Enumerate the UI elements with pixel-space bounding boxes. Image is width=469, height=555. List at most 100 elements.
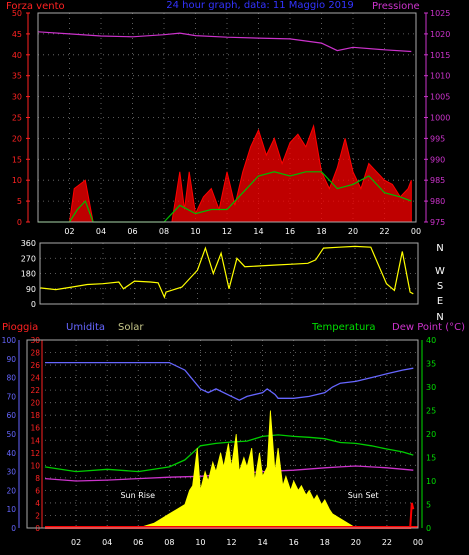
compass-label: S (437, 281, 443, 292)
solar-axis-label: Solar (118, 322, 144, 333)
series-pressure (37, 31, 412, 53)
humidity-tick-label: 10 (6, 505, 16, 514)
pressure-tick-label: 995 (430, 134, 445, 143)
direction-tick-label: 360 (21, 239, 36, 248)
humidity-tick-label: 80 (6, 374, 16, 383)
sunrise-label: Sun Rise (120, 491, 155, 500)
x-tick-label: 14 (257, 538, 267, 547)
rain-tick-label: 12 (30, 449, 40, 458)
temperature-tick-label: 20 (426, 430, 436, 439)
x-tick-label: 18 (316, 227, 326, 236)
wind-tick-label: 25 (12, 114, 22, 123)
rain-axis-label: Pioggia (2, 322, 38, 333)
rain-tick-label: 2 (35, 511, 40, 520)
temperature-tick-label: 25 (426, 407, 436, 416)
wind-tick-label: 35 (12, 72, 22, 81)
wind-tick-label: 20 (12, 134, 22, 143)
rain-tick-label: 20 (30, 399, 40, 408)
rain-tick-label: 4 (35, 499, 40, 508)
x-tick-label: 04 (102, 538, 112, 547)
x-tick-label: 02 (64, 227, 74, 236)
x-tick-label: 04 (96, 227, 106, 236)
wind-tick-label: 0 (17, 218, 22, 227)
wind-pressure-axes: 0510152025303540455097598098599099510001… (12, 9, 451, 236)
rain-tick-label: 10 (30, 461, 40, 470)
temperature-tick-label: 10 (426, 477, 436, 486)
climate-series (44, 361, 418, 529)
x-tick-label: 16 (289, 538, 299, 547)
temperature-tick-label: 5 (426, 501, 431, 510)
x-tick-label: 12 (226, 538, 236, 547)
humidity-tick-label: 90 (6, 355, 16, 364)
wind-pressure-panel: 24 hour graph, data: 11 Maggio 2019 Forz… (6, 0, 450, 236)
series-solar (138, 410, 358, 529)
rain-tick-label: 8 (35, 474, 40, 483)
pressure-tick-label: 980 (430, 197, 445, 206)
rain-tick-label: 22 (30, 386, 40, 395)
rain-tick-label: 28 (30, 349, 40, 358)
wind-direction-grid (40, 243, 418, 304)
pressure-tick-label: 1020 (430, 30, 450, 39)
x-tick-label: 02 (71, 538, 81, 547)
wind-tick-label: 50 (12, 9, 22, 18)
rain-tick-label: 14 (30, 436, 40, 445)
compass-label: N (436, 243, 443, 254)
x-tick-label: 10 (195, 538, 205, 547)
temperature-tick-label: 15 (426, 454, 436, 463)
temperature-axis-label: Temperatura (311, 322, 376, 333)
x-tick-label: 20 (351, 538, 361, 547)
x-tick-label: 00 (411, 227, 421, 236)
pressure-tick-label: 1005 (430, 93, 450, 102)
wind-tick-label: 15 (12, 155, 22, 164)
pressure-tick-label: 985 (430, 176, 445, 185)
humidity-tick-label: 0 (11, 524, 16, 533)
pressure-tick-label: 1010 (430, 72, 450, 81)
x-tick-label: 06 (133, 538, 143, 547)
climate-grid (45, 340, 418, 528)
humidity-tick-label: 100 (2, 336, 17, 345)
sunset-label: Sun Set (348, 491, 379, 500)
rain-tick-label: 6 (35, 486, 40, 495)
direction-tick-label: 180 (21, 270, 36, 279)
humidity-tick-label: 40 (6, 449, 16, 458)
humidity-tick-label: 30 (6, 468, 16, 477)
wind-tick-label: 5 (17, 197, 22, 206)
direction-tick-label: 270 (21, 254, 36, 263)
wind-tick-label: 30 (12, 93, 22, 102)
climate-panel: Pioggia Umidita Solar Temperatura Dew Po… (2, 322, 465, 547)
wind-axis-label: Forza vento (6, 1, 65, 12)
compass-label: W (435, 266, 445, 277)
pressure-tick-label: 975 (430, 218, 445, 227)
rain-tick-label: 16 (30, 424, 40, 433)
wind-tick-label: 40 (12, 51, 22, 60)
pressure-tick-label: 1000 (430, 114, 450, 123)
series-humidity (45, 361, 414, 401)
temperature-tick-label: 0 (426, 524, 431, 533)
climate-axes: 0246810121416182022242628300102030405060… (2, 336, 437, 547)
series-temperature (44, 434, 414, 473)
x-tick-label: 12 (222, 227, 232, 236)
dewpoint-axis-label: Dew Point (°C) (392, 322, 465, 333)
x-tick-label: 08 (164, 538, 174, 547)
series-wind-direction (39, 245, 414, 299)
pressure-axis-label: Pressione (372, 1, 420, 12)
x-tick-label: 08 (159, 227, 169, 236)
x-tick-label: 14 (253, 227, 263, 236)
climate-frame (26, 339, 419, 529)
temperature-tick-label: 40 (426, 336, 436, 345)
direction-tick-label: 90 (26, 285, 36, 294)
x-tick-label: 22 (379, 227, 389, 236)
direction-tick-label: 0 (31, 300, 36, 309)
rain-tick-label: 26 (30, 361, 40, 370)
rain-tick-label: 24 (30, 374, 40, 383)
wind-direction-frame (39, 242, 419, 305)
wind-tick-label: 10 (12, 176, 22, 185)
humidity-tick-label: 20 (6, 486, 16, 495)
temperature-tick-label: 35 (426, 360, 436, 369)
humidity-tick-label: 50 (6, 430, 16, 439)
x-tick-label: 20 (348, 227, 358, 236)
compass-label: N (436, 312, 443, 323)
